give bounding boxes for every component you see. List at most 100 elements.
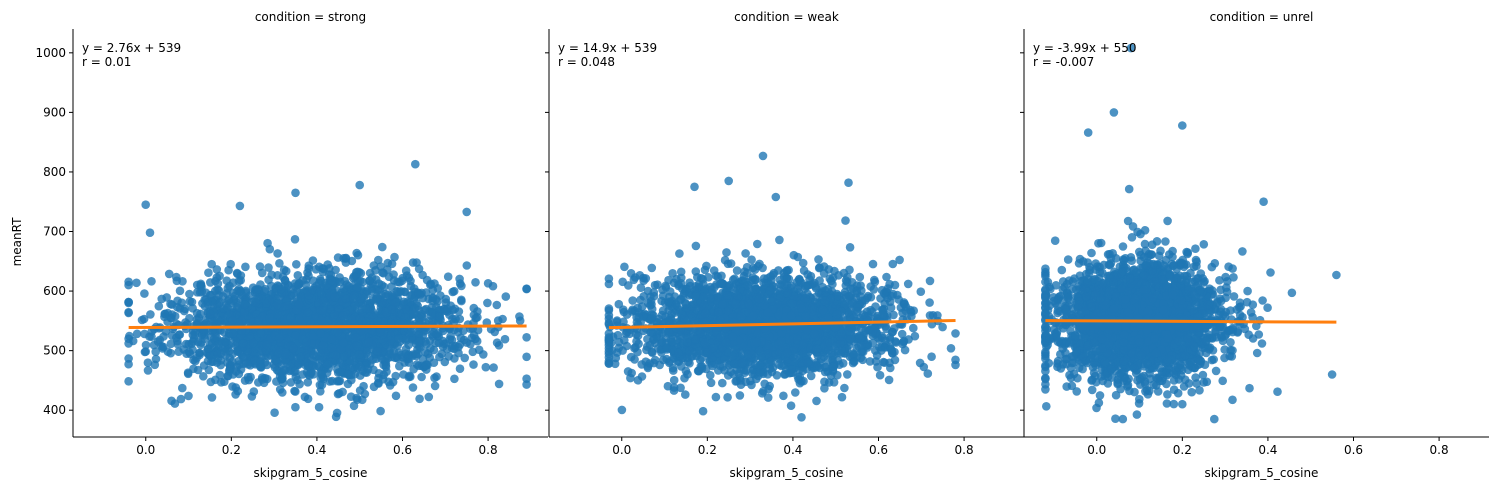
scatter-point [341, 258, 351, 267]
scatter-point [462, 207, 472, 217]
scatter-point [741, 249, 750, 258]
scatter-point [308, 285, 317, 295]
scatter-point [618, 277, 627, 287]
scatter-point [159, 332, 168, 341]
scatter-point [365, 268, 375, 278]
scatter-point [216, 378, 226, 387]
scatter-point [190, 330, 199, 340]
scatter-point [327, 334, 337, 344]
scatter-point [166, 299, 175, 309]
scatter-point [648, 335, 658, 345]
scatter-point [424, 317, 434, 326]
scatter-point [430, 373, 439, 383]
scatter-point [232, 268, 242, 278]
scatter-point [278, 388, 287, 397]
scatter-point [457, 296, 466, 306]
scatter-point [385, 381, 395, 390]
scatter-point [335, 376, 345, 386]
scatter-point [492, 300, 502, 310]
scatter-point [206, 309, 215, 319]
scatter-point [262, 340, 272, 350]
scatter-point [339, 352, 348, 362]
scatter-point [374, 255, 383, 265]
x-tick-label: 0.6 [393, 443, 412, 457]
scatter-point [706, 378, 716, 388]
scatter-point [695, 346, 704, 356]
scatter-point [855, 272, 865, 282]
scatter-point [124, 359, 133, 369]
scatter-point [154, 301, 164, 311]
scatter-point [740, 368, 749, 378]
scatter-point [923, 369, 933, 378]
scatter-point [253, 378, 263, 387]
scatter-point [890, 280, 900, 290]
regression-line [128, 324, 527, 329]
scatter-point [869, 285, 879, 294]
scatter-point [805, 275, 814, 284]
scatter-point [381, 362, 391, 372]
scatter-point [398, 273, 408, 283]
scatter-point [648, 348, 657, 358]
scatter-point [141, 340, 151, 350]
scatter-point [489, 363, 498, 372]
scatter-point [706, 370, 715, 380]
scatter-point [273, 249, 282, 258]
scatter-point [829, 378, 839, 387]
scatter-point [818, 282, 827, 292]
scatter-point [840, 383, 849, 393]
scatter-point [409, 309, 419, 319]
scatter-point [880, 358, 889, 368]
scatter-point [204, 268, 213, 278]
scatter-point [352, 248, 362, 258]
x-tick-label: 0.2 [222, 443, 241, 457]
scatter-point [421, 361, 431, 370]
y-tick-label: 500 [43, 344, 66, 358]
scatter-point [422, 339, 431, 349]
scatter-point [799, 266, 809, 275]
scatter-point [228, 316, 237, 325]
scatter-point [333, 253, 343, 262]
scatter-point [877, 346, 886, 355]
scatter-point [775, 235, 784, 245]
regression-equation: y = 2.76x + 539 [82, 41, 181, 55]
scatter-point [427, 330, 437, 339]
scatter-point [314, 402, 324, 412]
scatter-point [222, 289, 231, 298]
scatter-point [814, 255, 823, 264]
scatter-point [286, 313, 295, 323]
scatter-point [732, 376, 742, 386]
scatter-point [361, 304, 371, 313]
scatter-point [187, 297, 197, 307]
scatter-point [349, 401, 359, 411]
scatter-point [238, 339, 248, 348]
scatter-point [812, 396, 821, 406]
scatter-point [364, 337, 373, 347]
scatter-point [292, 260, 301, 269]
scatter-point [339, 338, 348, 348]
y-tick-label: 600 [43, 284, 66, 298]
scatter-point [722, 248, 731, 257]
scatter-point [213, 285, 222, 294]
scatter-point [619, 307, 629, 317]
scatter-point [612, 316, 622, 325]
scatter-point [251, 298, 261, 307]
scatter-point [323, 360, 333, 369]
scatter-point [763, 393, 773, 402]
scatter-point [124, 307, 133, 317]
scatter-point [421, 348, 430, 357]
scatter-point [820, 377, 829, 387]
scatter-point [448, 341, 457, 351]
scatter-point [816, 354, 826, 364]
scatter-point [408, 383, 418, 392]
scatter-point [653, 280, 662, 290]
scatter-point [488, 281, 498, 291]
scatter-point [852, 281, 862, 290]
scatter-point [685, 359, 694, 368]
scatter-point [174, 330, 184, 340]
scatter-point [868, 259, 878, 269]
scatter-point [845, 243, 855, 252]
scatter-point [741, 377, 750, 387]
panel-strong: condition = strong 0.0 0.2 0.4 0.6 0.8 40050… [35, 10, 548, 480]
scatter-point [387, 305, 397, 314]
scatter-point [274, 333, 284, 343]
